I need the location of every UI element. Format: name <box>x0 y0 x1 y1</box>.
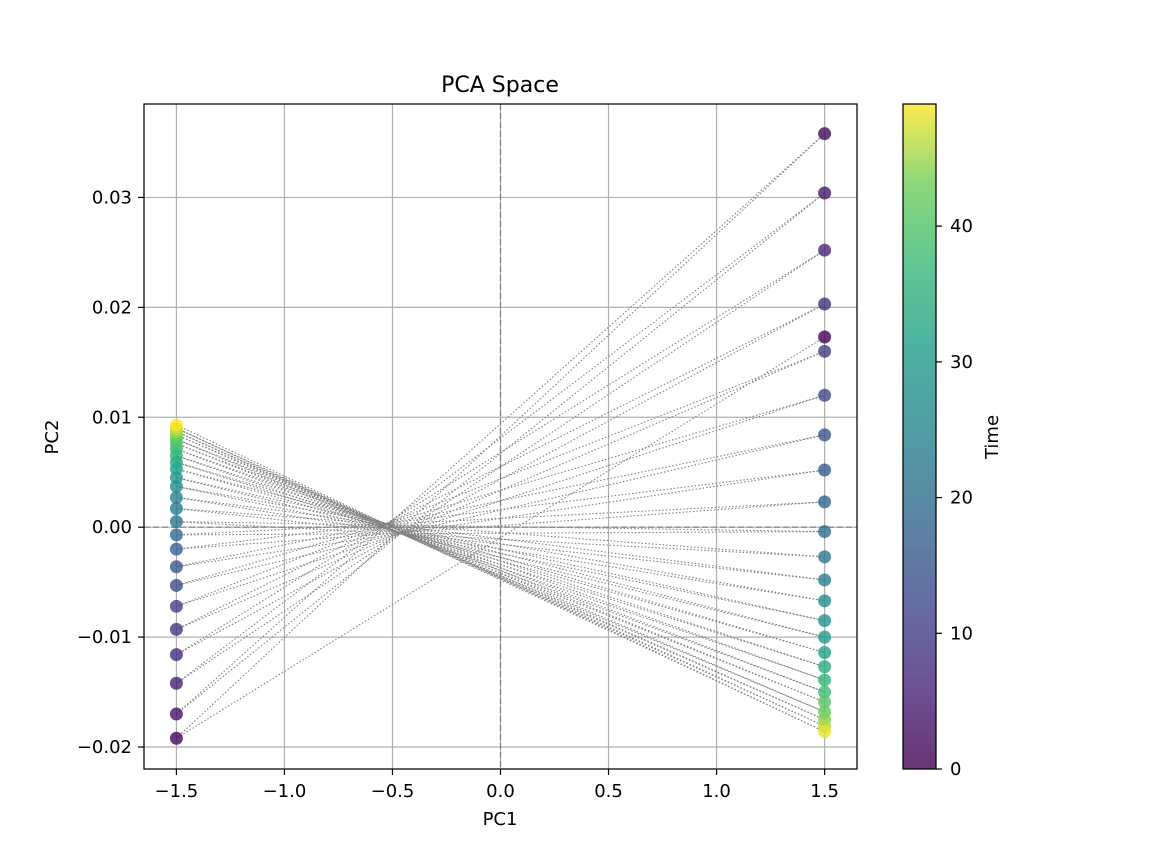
data-point <box>169 578 183 592</box>
colorbar-tick-label: 20 <box>950 488 973 509</box>
connection-line <box>176 469 825 568</box>
data-point <box>818 594 832 608</box>
data-points <box>169 127 832 745</box>
colorbar-ticks: 0 10 20 30 40 <box>936 216 973 780</box>
x-tick-label: 1.5 <box>810 781 839 802</box>
connection-line <box>176 496 825 602</box>
colorbar-tick-label: 30 <box>950 352 973 373</box>
colorbar-tick-label: 0 <box>950 759 961 780</box>
connection-line <box>176 477 825 638</box>
y-tick-label: 0.02 <box>92 297 132 318</box>
connection-line <box>176 424 825 733</box>
connection-line <box>176 443 825 693</box>
colorbar-tick-label: 40 <box>950 216 973 237</box>
connection-line <box>176 468 825 654</box>
x-axis-ticks: −1.5 −1.0 −0.5 0.0 0.5 1.0 1.5 <box>155 769 839 802</box>
x-axis-label: PC1 <box>483 809 518 830</box>
colorbar-label: Time <box>982 415 1003 460</box>
data-point <box>169 676 183 690</box>
connection-line <box>176 394 825 586</box>
data-point <box>818 344 832 358</box>
data-point <box>818 673 832 687</box>
data-point <box>818 525 832 539</box>
connection-line <box>176 249 825 684</box>
y-tick-label: 0.01 <box>92 407 132 428</box>
connection-line <box>176 455 825 668</box>
connection-line <box>176 485 825 602</box>
connection-line <box>176 443 825 703</box>
data-point <box>818 645 832 659</box>
connection-line <box>176 303 825 656</box>
data-point <box>818 495 832 509</box>
data-point <box>169 560 183 574</box>
data-point <box>818 630 832 644</box>
y-tick-label: 0.03 <box>92 187 132 208</box>
data-point <box>169 491 183 505</box>
data-point <box>818 614 832 628</box>
connection-line <box>176 496 825 581</box>
connection-line <box>176 448 825 681</box>
data-point <box>169 515 183 529</box>
connection-line <box>176 438 825 713</box>
connection-line <box>176 469 825 550</box>
x-tick-label: −1.0 <box>263 781 307 802</box>
data-point <box>818 330 832 344</box>
connection-line <box>176 455 825 681</box>
connection-line <box>176 394 825 607</box>
y-axis-ticks: −0.02 −0.01 0.00 0.01 0.02 0.03 <box>77 187 144 758</box>
y-tick-label: 0.00 <box>92 517 132 538</box>
x-tick-label: 0.5 <box>594 781 623 802</box>
connection-line <box>176 477 825 622</box>
x-tick-label: −1.5 <box>155 781 199 802</box>
connection-line <box>176 133 825 715</box>
colorbar <box>902 103 937 770</box>
data-point <box>818 186 832 200</box>
data-point <box>818 695 832 709</box>
data-point <box>818 725 832 739</box>
data-point <box>818 428 832 442</box>
data-point <box>818 550 832 564</box>
connection-line <box>176 438 825 703</box>
connection-line <box>176 350 825 607</box>
data-point <box>169 418 183 432</box>
data-point <box>169 599 183 613</box>
data-point <box>818 243 832 257</box>
connection-line <box>176 133 825 739</box>
data-point <box>818 388 832 402</box>
data-point <box>169 731 183 745</box>
connection-line <box>176 521 825 533</box>
connection-line <box>176 192 825 715</box>
data-point <box>818 660 832 674</box>
data-point <box>818 127 832 141</box>
connection-line <box>176 434 825 721</box>
data-point <box>169 542 183 556</box>
colorbar-tick-label: 10 <box>950 623 973 644</box>
data-point <box>169 501 183 515</box>
connection-line <box>176 507 825 581</box>
y-tick-label: −0.01 <box>77 627 132 648</box>
connection-line <box>176 431 825 721</box>
connection-line <box>176 531 825 536</box>
connection-lines <box>176 133 825 739</box>
y-tick-label: −0.02 <box>77 737 132 758</box>
data-point <box>818 463 832 477</box>
y-axis-label: PC2 <box>42 420 63 455</box>
connection-line <box>176 461 825 654</box>
chart-title: PCA Space <box>441 73 559 98</box>
connection-line <box>176 192 825 684</box>
data-point <box>169 622 183 636</box>
x-tick-label: 1.0 <box>702 781 731 802</box>
connection-line <box>176 336 825 739</box>
data-point <box>818 297 832 311</box>
data-point <box>169 707 183 721</box>
connection-line <box>176 249 825 656</box>
data-point <box>818 573 832 587</box>
data-point <box>818 685 832 699</box>
x-tick-label: −0.5 <box>371 781 415 802</box>
data-point <box>169 648 183 662</box>
data-point <box>169 528 183 542</box>
x-tick-label: 0.0 <box>486 781 515 802</box>
